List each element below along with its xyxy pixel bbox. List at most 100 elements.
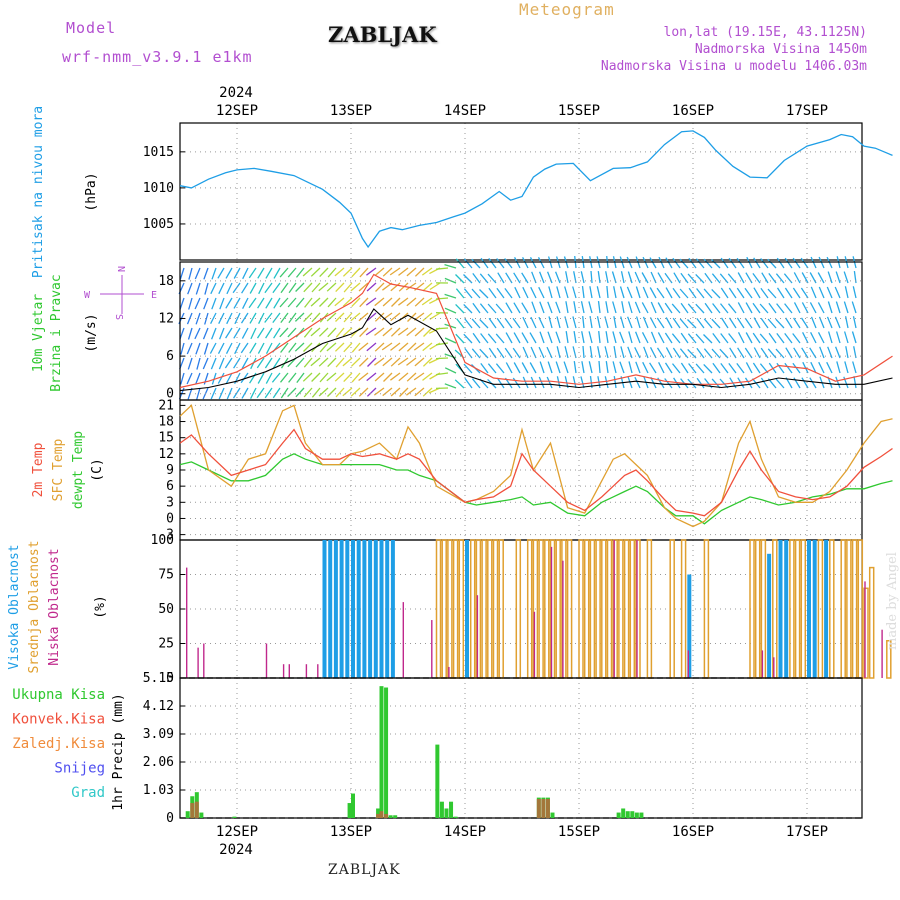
wind-barb: [538, 286, 545, 299]
wind-barb: [224, 357, 233, 369]
cloud-mid-bar: [555, 539, 561, 679]
wind-barb: [504, 317, 513, 329]
wind-barb: [397, 327, 409, 336]
wind-barb: [664, 302, 673, 314]
wind-barb: [280, 387, 289, 399]
cloud-high-bar: [824, 540, 829, 678]
model-elevation-label: Nadmorska Visina u modelu 1406.03m: [600, 59, 867, 74]
wind-barb: [444, 337, 457, 344]
wind-barb: [256, 357, 265, 369]
wind-barb: [664, 378, 673, 389]
wind-barb: [233, 357, 241, 369]
wind-barb: [712, 333, 721, 344]
wind-barb: [358, 342, 369, 352]
wind-barb: [776, 362, 785, 374]
wind-barb: [649, 287, 657, 299]
wind-barb: [296, 372, 305, 383]
cloud-mid-bar: [794, 539, 801, 679]
cloud-mid-bar: [447, 539, 453, 679]
wind-barb: [665, 287, 673, 299]
wind-barb: [835, 271, 841, 284]
y-tick-label: 6: [166, 349, 174, 364]
wind-barb: [497, 272, 505, 284]
wind-barb: [802, 332, 809, 344]
wind-barb: [810, 286, 817, 299]
wind-barb: [752, 273, 761, 284]
wind-barb: [801, 302, 809, 314]
cloud-mid-bar: [669, 539, 675, 679]
wind-barb: [696, 318, 705, 329]
wind-barb: [522, 316, 529, 329]
wind-barb: [554, 271, 561, 284]
wind-barb: [429, 312, 441, 320]
wind-barb: [335, 282, 345, 293]
wind-barb: [487, 303, 497, 314]
cloud-mid-bar: [481, 539, 487, 679]
wind-barb: [687, 348, 697, 359]
wind-barb: [598, 331, 601, 344]
wind-barb: [186, 372, 193, 385]
wind-barb: [496, 347, 505, 359]
wind-barb: [783, 273, 793, 284]
precip-convective-bar: [541, 798, 546, 818]
wind-barb: [563, 361, 569, 374]
wind-barb: [196, 357, 201, 370]
wind-barb: [480, 333, 489, 344]
y-tick-label: 5.15: [143, 671, 174, 686]
cloud-high-bar: [767, 553, 772, 678]
y-tick-label: 18: [158, 274, 174, 289]
wind-barb: [834, 286, 841, 299]
wind-barb: [580, 301, 585, 314]
wind-barb: [280, 342, 289, 353]
x-tick-label-top: 17SEP: [786, 103, 828, 119]
cloud-mid-bar: [606, 539, 613, 679]
y-tick-label: 50: [158, 602, 174, 617]
label-convective-precip: Konvek.Kisa: [12, 712, 105, 728]
wind-barb: [760, 317, 769, 329]
wind-barb: [657, 302, 665, 314]
precip-total-bar: [625, 811, 630, 818]
wind-barb: [272, 357, 281, 369]
footer-station: ZABLJAK: [328, 862, 401, 878]
wind-barb: [642, 286, 649, 299]
wind-barb: [295, 297, 305, 308]
wind-barb: [464, 377, 473, 389]
wind-barb: [414, 312, 425, 321]
wind-barb: [202, 357, 209, 370]
wind-barb: [240, 372, 249, 384]
cloud-high-bar: [778, 540, 783, 678]
wind-barb: [423, 327, 433, 337]
wind-barb: [249, 372, 257, 384]
y-tick-label: 25: [158, 637, 174, 652]
wind-barb: [642, 361, 649, 374]
cloud-mid-bar: [498, 539, 504, 679]
cloud-mid-bar: [458, 539, 465, 679]
cloud-mid-bar: [487, 539, 493, 679]
wind-barb: [776, 333, 785, 344]
wind-barb: [736, 287, 745, 299]
wind-barb: [196, 387, 201, 400]
precip-convective-bar: [536, 798, 541, 818]
cloud-high-bar: [379, 540, 384, 678]
wind-barb: [455, 274, 465, 284]
wind-barb: [573, 361, 577, 374]
wind-barb: [327, 387, 337, 397]
wind-barb: [334, 342, 345, 352]
wind-barb: [634, 376, 641, 389]
wind-barb: [479, 348, 489, 359]
wind-barb: [444, 293, 457, 299]
wind-barb: [318, 327, 329, 337]
cloud-high-bar: [373, 540, 378, 678]
wind-barb: [776, 303, 785, 314]
cloud-mid-bar: [868, 566, 875, 679]
wind-barb: [422, 372, 433, 381]
wind-barb: [736, 257, 745, 269]
wind-barb: [257, 267, 265, 279]
cloud-high-bar: [385, 540, 390, 678]
wind-barb: [612, 301, 617, 314]
wind-barb: [827, 301, 833, 314]
y-tick-label: 3: [166, 495, 174, 510]
wind-barb: [513, 362, 521, 374]
wind-barb: [522, 376, 529, 389]
wind-barb: [711, 273, 721, 284]
